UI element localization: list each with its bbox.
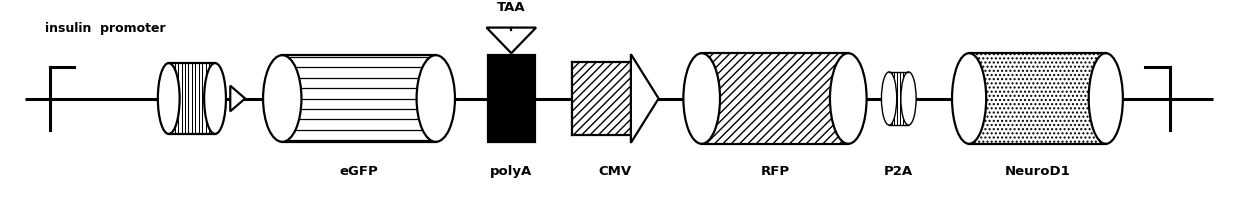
Ellipse shape bbox=[416, 55, 456, 142]
Polygon shape bbox=[487, 28, 536, 53]
Text: CMV: CMV bbox=[599, 165, 631, 178]
Bar bbox=[488, 55, 535, 142]
Bar bbox=[572, 62, 631, 135]
Bar bbox=[572, 62, 631, 135]
Ellipse shape bbox=[204, 63, 225, 134]
Ellipse shape bbox=[829, 53, 867, 144]
Text: polyA: polyA bbox=[490, 165, 532, 178]
Polygon shape bbox=[230, 86, 245, 111]
Bar bbox=[168, 63, 215, 134]
Ellipse shape bbox=[683, 53, 721, 144]
Text: NeuroD1: NeuroD1 bbox=[1004, 165, 1071, 178]
Bar bbox=[702, 53, 848, 144]
Ellipse shape bbox=[1088, 53, 1123, 144]
Bar bbox=[969, 53, 1106, 144]
Ellipse shape bbox=[158, 63, 180, 134]
Text: insulin  promoter: insulin promoter bbox=[45, 22, 166, 35]
Text: P2A: P2A bbox=[884, 165, 914, 178]
Text: TAA: TAA bbox=[496, 1, 526, 14]
Text: eGFP: eGFP bbox=[339, 165, 379, 178]
Ellipse shape bbox=[901, 72, 916, 125]
Bar bbox=[969, 53, 1106, 144]
Bar bbox=[702, 53, 848, 144]
Ellipse shape bbox=[262, 55, 302, 142]
Ellipse shape bbox=[952, 53, 987, 144]
Bar bbox=[889, 72, 909, 125]
Text: RFP: RFP bbox=[760, 165, 790, 178]
Bar bbox=[282, 55, 436, 142]
Polygon shape bbox=[631, 54, 659, 143]
Ellipse shape bbox=[881, 72, 896, 125]
